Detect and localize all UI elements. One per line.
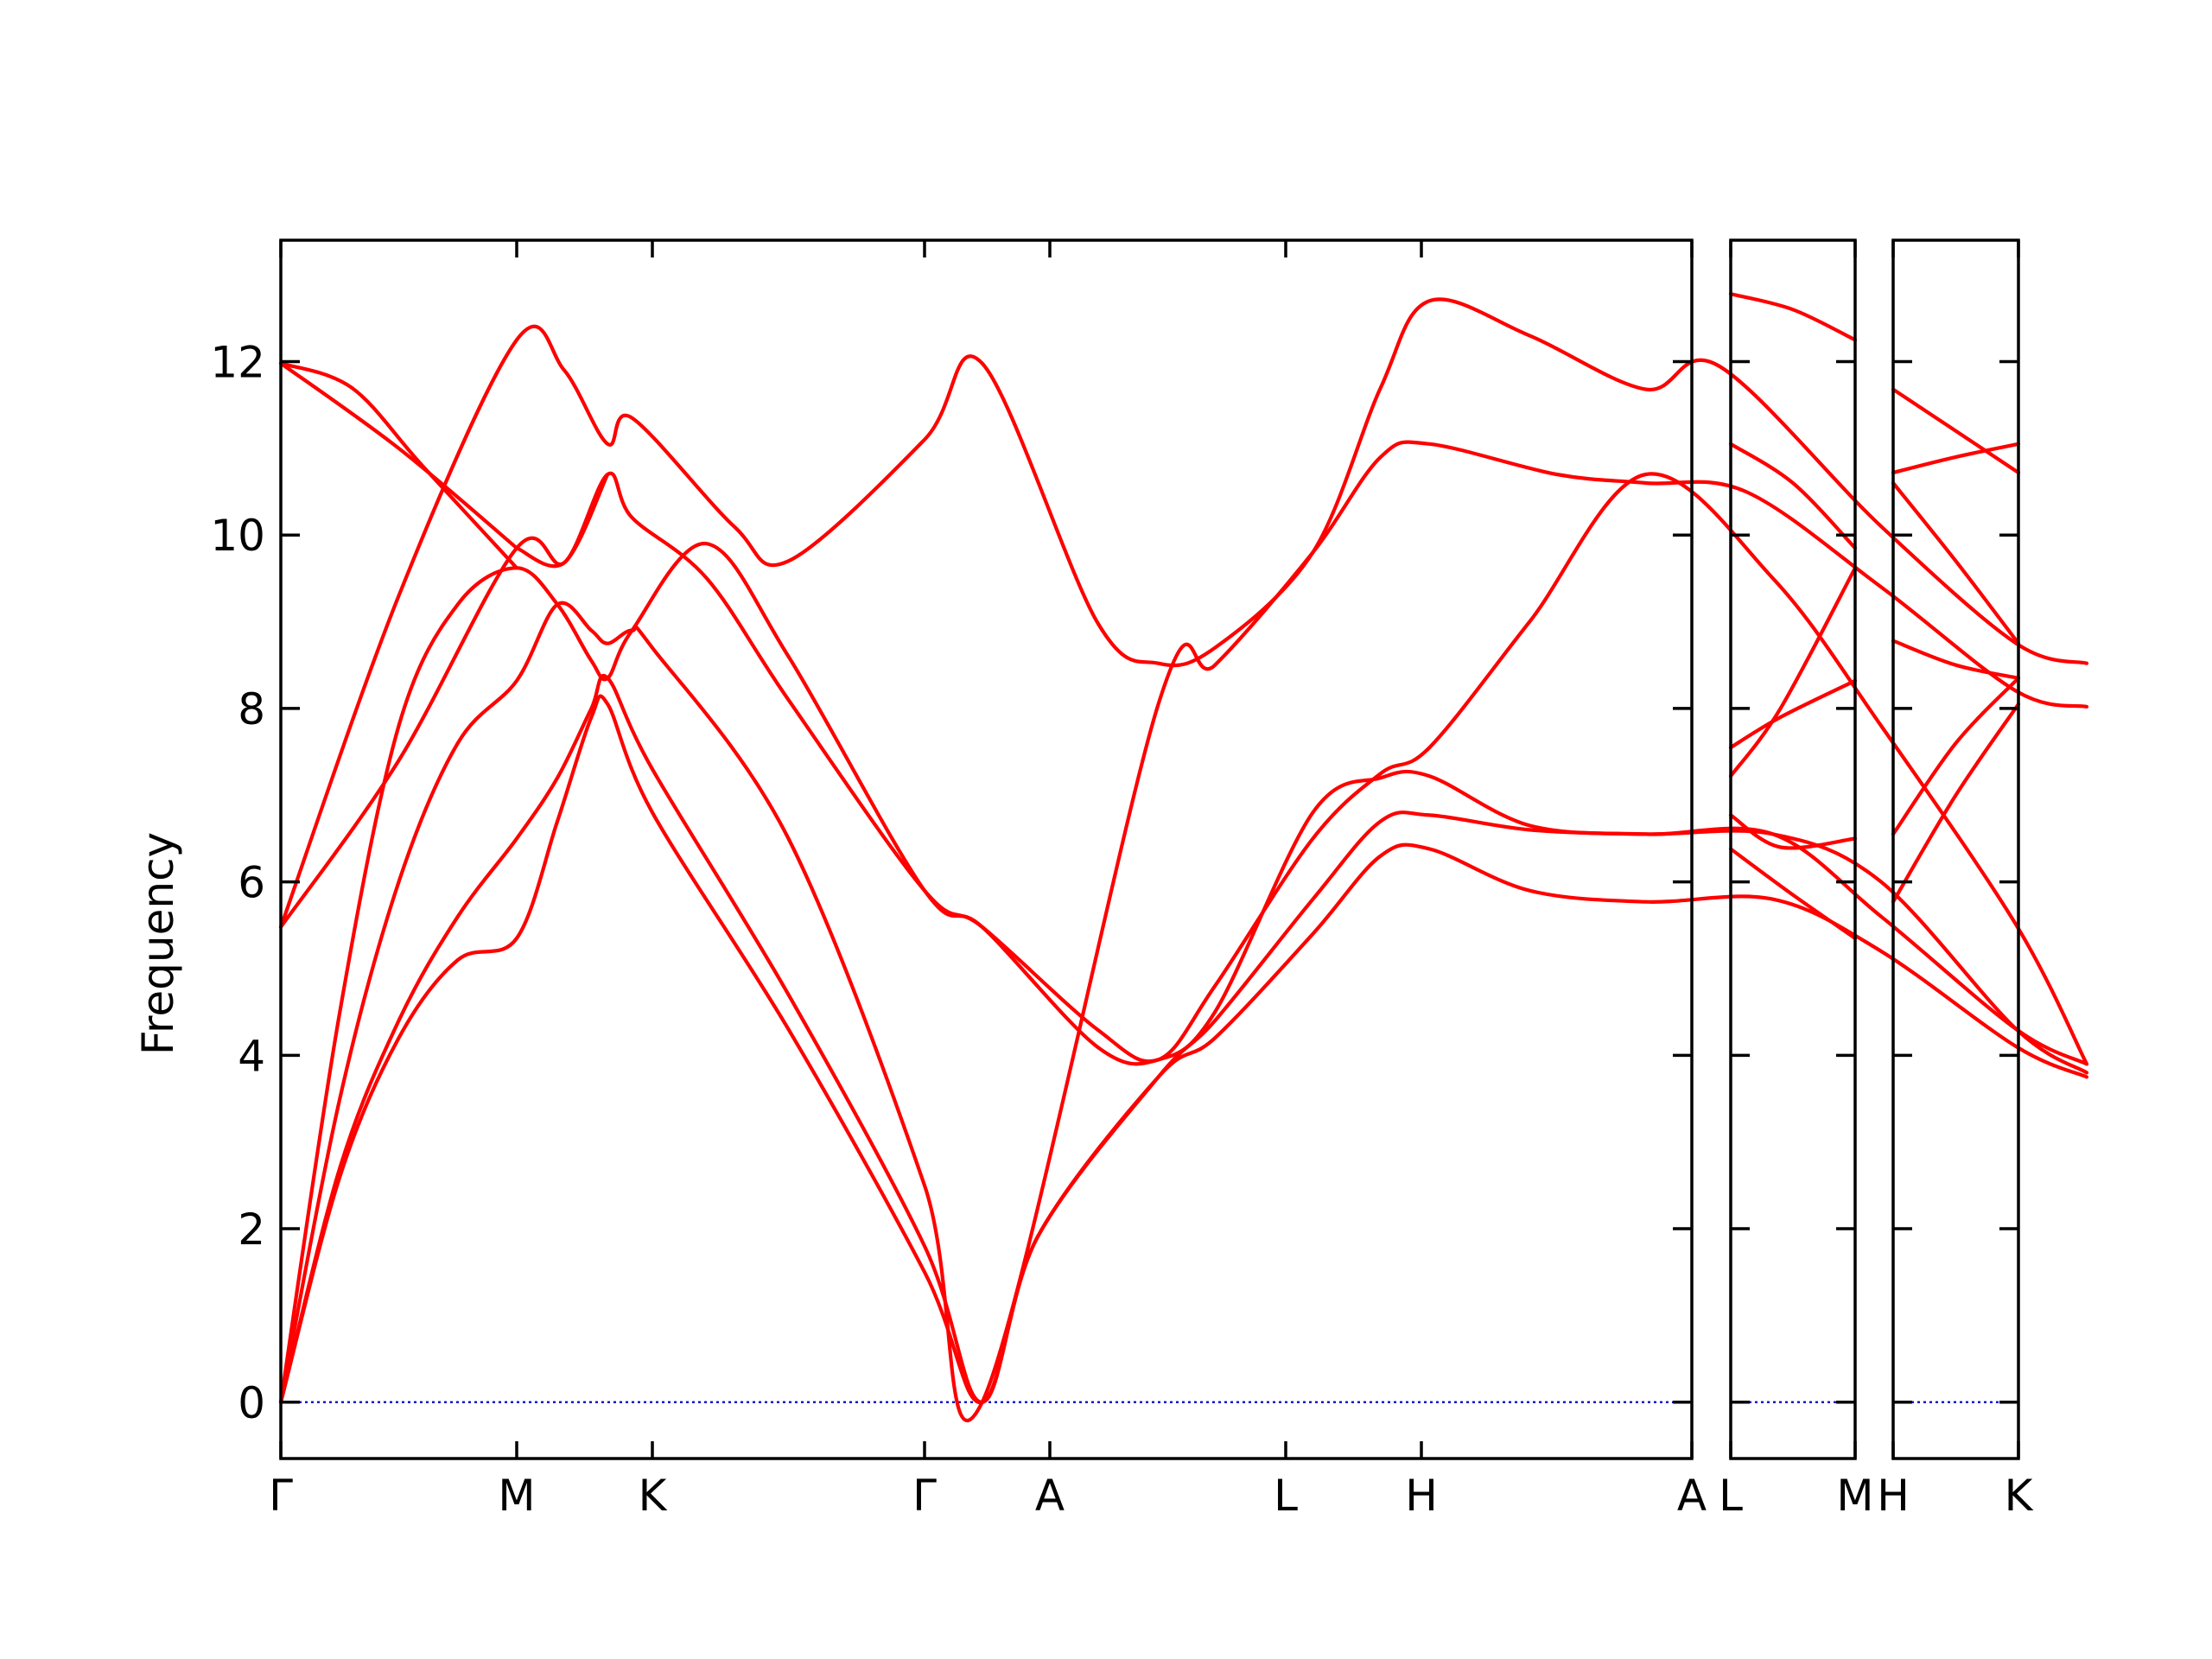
x-tick-label: L: [1274, 1471, 1298, 1521]
band-3-3: [1891, 639, 2021, 680]
band-2-5: [1728, 442, 1858, 550]
x-tick-label: A: [1677, 1471, 1707, 1521]
x-tick-label: M: [498, 1471, 535, 1521]
y-tick-label: 10: [210, 511, 265, 561]
band-3-2: [1891, 676, 2021, 836]
band-1-8: [514, 472, 610, 569]
band-2-2: [1728, 813, 1858, 850]
band-1-7: [278, 361, 519, 550]
band-1-4: [278, 542, 2089, 1404]
panel-frame: [1891, 238, 2020, 1460]
x-tick-label: A: [1035, 1471, 1065, 1521]
band-1-9: [278, 361, 519, 570]
x-tick-label: Γ: [269, 1471, 293, 1521]
band-3-1: [1891, 702, 2021, 904]
band-2-6: [1728, 292, 1858, 342]
band-1-6: [278, 297, 2089, 929]
band-1-5: [278, 471, 2089, 1066]
y-tick-label: 8: [238, 684, 265, 734]
band-2-4: [1728, 678, 1858, 750]
x-tick-label: H: [1405, 1471, 1438, 1521]
x-tick-label: K: [2005, 1471, 2034, 1521]
band-1-2: [278, 674, 2089, 1404]
x-tick-label: L: [1719, 1471, 1743, 1521]
y-tick-label: 12: [210, 337, 265, 387]
y-tick-label: 2: [238, 1205, 265, 1255]
y-axis-label: Frequency: [133, 832, 183, 1055]
panel-frame: [279, 238, 1694, 1460]
y-tick-label: 6: [238, 858, 265, 908]
y-tick-label: 4: [238, 1031, 265, 1081]
panel-frame: [1729, 238, 1857, 1460]
y-tick-label: 0: [238, 1378, 265, 1428]
x-tick-label: K: [639, 1471, 668, 1521]
x-tick-label: M: [1836, 1471, 1873, 1521]
band-3-6: [1891, 387, 2021, 475]
x-tick-label: Γ: [912, 1471, 937, 1521]
x-tick-label: H: [1877, 1471, 1910, 1521]
band-2-3: [1728, 566, 1858, 779]
band-1-3: [278, 440, 2089, 1422]
band-3-5: [1891, 442, 2021, 475]
band-2-1: [1728, 847, 1858, 940]
band-3-4: [1891, 480, 2021, 645]
